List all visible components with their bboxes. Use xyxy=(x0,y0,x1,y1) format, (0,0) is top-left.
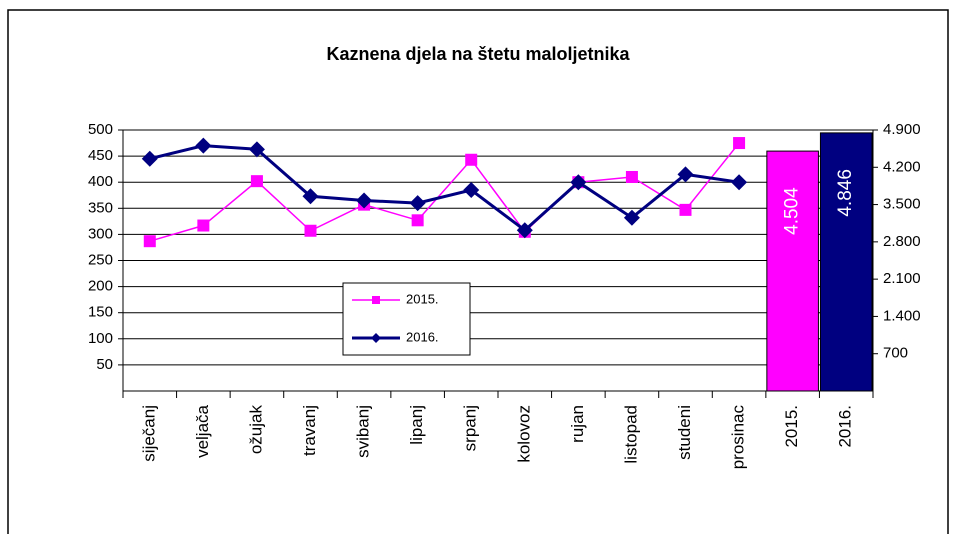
legend-marker xyxy=(371,333,381,343)
y-tick-label: 150 xyxy=(88,304,113,321)
y2-tick-label: 3.500 xyxy=(883,196,921,213)
point xyxy=(304,224,317,237)
y2-tick-label: 4.900 xyxy=(883,121,921,138)
y-tick-label: 300 xyxy=(88,225,113,242)
x-tick-label: prosinac xyxy=(729,405,748,470)
x-tick-label: 2015. xyxy=(782,405,801,448)
y-tick-label: 200 xyxy=(88,278,113,295)
point xyxy=(465,153,478,166)
y-tick-label: 450 xyxy=(88,147,113,164)
point xyxy=(411,214,424,227)
point xyxy=(677,166,694,183)
line xyxy=(149,142,740,242)
point xyxy=(356,192,373,209)
line xyxy=(149,144,740,233)
point xyxy=(250,175,263,188)
y-tick-label: 250 xyxy=(88,251,113,268)
y-tick-label: 100 xyxy=(88,330,113,347)
point xyxy=(143,235,156,248)
y2-tick-label: 700 xyxy=(883,345,908,362)
bar xyxy=(766,150,819,392)
x-tick-label: srpanj xyxy=(461,405,480,451)
point xyxy=(679,203,692,216)
legend-label: 2016. xyxy=(406,329,439,344)
point xyxy=(141,150,158,167)
chart-title: Kaznena djela na štetu maloljetnika xyxy=(326,44,630,64)
point xyxy=(516,222,533,239)
x-tick-label: svibanj xyxy=(354,405,373,458)
x-tick-label: travanj xyxy=(300,405,319,456)
y2-tick-label: 2.100 xyxy=(883,270,921,287)
legend-marker xyxy=(372,296,380,304)
y2-tick-label: 2.800 xyxy=(883,233,921,250)
point xyxy=(625,170,638,183)
point xyxy=(197,219,210,232)
y2-tick-label: 4.200 xyxy=(883,158,921,175)
x-tick-label: lipanj xyxy=(407,405,426,445)
point xyxy=(570,174,587,191)
y-tick-label: 350 xyxy=(88,199,113,216)
point xyxy=(733,137,746,150)
legend xyxy=(342,282,471,356)
point xyxy=(463,182,480,199)
point xyxy=(623,209,640,226)
point xyxy=(195,137,212,154)
x-tick-label: siječanj xyxy=(139,405,158,462)
bar-value-label: 4.504 xyxy=(782,187,803,235)
point xyxy=(248,141,265,158)
x-tick-label: 2016. xyxy=(836,405,855,448)
y-tick-label: 500 xyxy=(88,121,113,138)
y2-tick-label: 1.400 xyxy=(883,307,921,324)
legend-label: 2015. xyxy=(406,291,439,306)
x-tick-label: studeni xyxy=(675,405,694,460)
bar-value-label: 4.846 xyxy=(835,169,856,217)
x-tick-label: ožujak xyxy=(246,405,265,455)
point xyxy=(731,174,748,191)
x-tick-label: veljača xyxy=(193,404,212,457)
x-tick-label: rujan xyxy=(568,405,587,443)
point xyxy=(302,188,319,205)
y-tick-label: 50 xyxy=(96,356,113,373)
bar xyxy=(819,132,873,392)
point xyxy=(409,195,426,212)
y-tick-label: 400 xyxy=(88,173,113,190)
x-tick-label: listopad xyxy=(621,405,640,464)
x-tick-label: kolovoz xyxy=(514,405,533,463)
